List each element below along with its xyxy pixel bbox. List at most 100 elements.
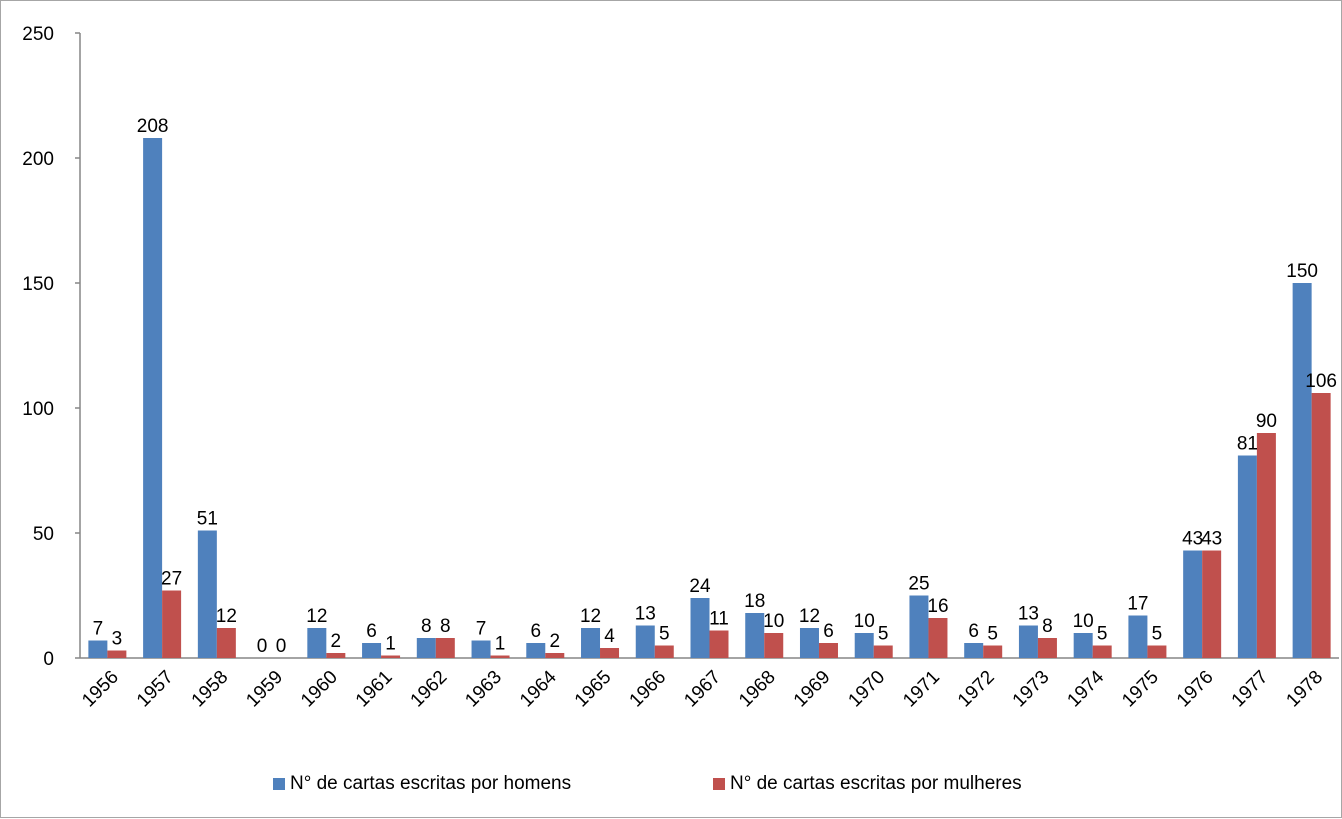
bar xyxy=(88,640,108,658)
data-label: 8 xyxy=(440,616,451,637)
legend-swatch xyxy=(713,778,725,790)
x-axis-ticks: 1956 1957 1958 1959 1960 1961 1962 1963 1964 1965… xyxy=(78,666,1327,711)
x-tick-label: 1958 xyxy=(188,667,233,712)
bar xyxy=(526,643,546,658)
x-tick-label: 1957 xyxy=(133,667,178,712)
bar xyxy=(1237,455,1257,658)
data-label: 16 xyxy=(927,596,948,617)
data-label: 4 xyxy=(604,626,615,647)
bar xyxy=(143,138,163,658)
bar xyxy=(709,630,729,658)
x-tick-label: 1973 xyxy=(1009,667,1054,712)
bar xyxy=(635,625,655,658)
bar xyxy=(216,628,236,658)
data-label: 10 xyxy=(854,611,875,632)
x-tick-label: 1967 xyxy=(680,667,725,712)
data-label: 43 xyxy=(1201,529,1222,550)
x-tick-label: 1966 xyxy=(626,667,671,712)
data-label: 2 xyxy=(549,631,560,652)
bar xyxy=(654,645,674,658)
x-tick-label: 1975 xyxy=(1118,667,1163,712)
bar xyxy=(818,643,838,658)
y-tick-label: 0 xyxy=(43,649,54,670)
bar xyxy=(1092,645,1112,658)
bar xyxy=(745,613,765,658)
data-label: 12 xyxy=(799,606,820,627)
y-axis-ticks: 0 50 100 150 200 250 xyxy=(22,24,80,670)
x-tick-label: 1962 xyxy=(407,667,452,712)
data-label: 18 xyxy=(744,591,765,612)
y-tick-label: 100 xyxy=(22,399,54,420)
x-tick-label: 1977 xyxy=(1228,667,1273,712)
data-label: 90 xyxy=(1256,411,1277,432)
data-label: 81 xyxy=(1237,434,1258,455)
bar xyxy=(854,633,874,658)
data-label: 25 xyxy=(908,574,929,595)
bar xyxy=(1037,638,1057,658)
bar xyxy=(1128,615,1148,658)
bar xyxy=(381,655,401,658)
bar xyxy=(1292,283,1312,658)
bar xyxy=(873,645,893,658)
bar xyxy=(197,530,217,658)
bar xyxy=(416,638,436,658)
data-label: 7 xyxy=(93,619,104,640)
data-label: 150 xyxy=(1286,261,1318,282)
bar xyxy=(799,628,819,658)
x-tick-label: 1978 xyxy=(1282,667,1327,712)
x-tick-label: 1969 xyxy=(790,667,835,712)
bar xyxy=(362,643,382,658)
data-label: 5 xyxy=(1097,624,1108,645)
y-tick-label: 150 xyxy=(22,274,54,295)
data-label: 8 xyxy=(421,616,432,637)
data-label: 8 xyxy=(1042,616,1053,637)
data-label: 5 xyxy=(878,624,889,645)
bar xyxy=(690,598,710,658)
x-tick-label: 1970 xyxy=(845,667,890,712)
y-tick-label: 250 xyxy=(22,24,54,45)
data-label: 17 xyxy=(1127,594,1148,615)
data-label: 7 xyxy=(476,619,487,640)
data-label: 1 xyxy=(495,634,506,655)
data-label: 5 xyxy=(987,624,998,645)
data-label: 43 xyxy=(1182,529,1203,550)
x-tick-label: 1965 xyxy=(571,667,616,712)
data-label: 13 xyxy=(1018,604,1039,625)
data-label: 5 xyxy=(1152,624,1163,645)
x-tick-label: 1964 xyxy=(516,666,561,711)
data-label: 51 xyxy=(197,509,218,530)
legend: N° de cartas escritas por homens N° de ca… xyxy=(273,773,1022,794)
bar xyxy=(581,628,601,658)
bar xyxy=(909,595,929,658)
x-tick-label: 1968 xyxy=(735,667,780,712)
x-tick-label: 1956 xyxy=(78,667,123,712)
y-tick-label: 200 xyxy=(22,149,54,170)
bar xyxy=(928,618,948,658)
data-label: 10 xyxy=(1073,611,1094,632)
bar xyxy=(490,655,510,658)
data-label: 6 xyxy=(530,621,541,642)
bar xyxy=(545,653,565,658)
x-tick-label: 1960 xyxy=(297,667,342,712)
bar xyxy=(307,628,327,658)
data-label: 6 xyxy=(823,621,834,642)
data-label: 6 xyxy=(366,621,377,642)
bar xyxy=(600,648,620,658)
data-label: 0 xyxy=(257,636,268,657)
legend-label: N° de cartas escritas por mulheres xyxy=(730,773,1022,794)
bar xyxy=(764,633,784,658)
bar xyxy=(1183,550,1203,658)
bar xyxy=(435,638,455,658)
y-tick-label: 50 xyxy=(33,524,54,545)
data-label: 12 xyxy=(306,606,327,627)
x-tick-label: 1959 xyxy=(242,667,287,712)
bar xyxy=(1147,645,1167,658)
data-label: 11 xyxy=(709,609,729,630)
data-label: 3 xyxy=(112,629,123,650)
data-label: 12 xyxy=(216,606,237,627)
x-tick-label: 1974 xyxy=(1063,666,1108,711)
legend-swatch xyxy=(273,778,285,790)
